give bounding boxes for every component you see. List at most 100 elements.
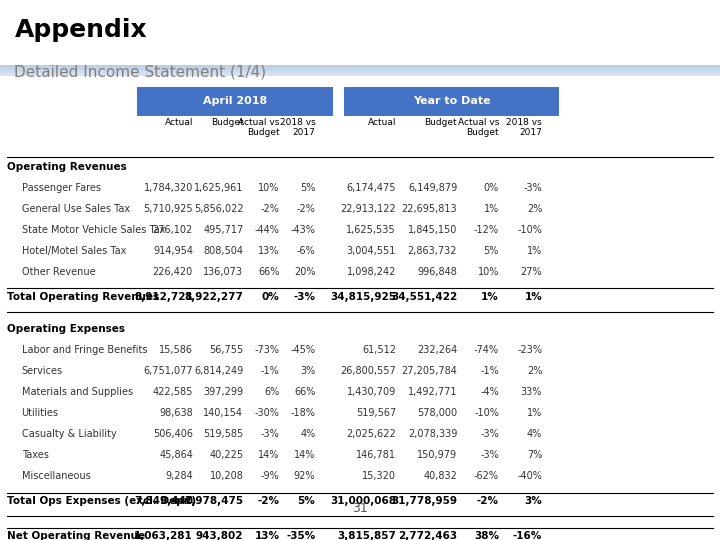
Text: 14%: 14%: [258, 450, 279, 460]
Text: -4%: -4%: [480, 387, 499, 397]
Text: 5%: 5%: [297, 496, 315, 506]
Text: 2,863,732: 2,863,732: [408, 246, 457, 256]
Text: 808,504: 808,504: [203, 246, 243, 256]
Text: 2018 vs
2017: 2018 vs 2017: [279, 118, 315, 137]
Text: 7,849,440: 7,849,440: [134, 496, 193, 506]
Text: Operating Expenses: Operating Expenses: [7, 323, 125, 334]
Text: 6,149,879: 6,149,879: [408, 183, 457, 193]
Bar: [137, 87, 333, 116]
Text: 519,567: 519,567: [356, 408, 396, 418]
Text: 31,000,068: 31,000,068: [330, 496, 396, 506]
Text: -62%: -62%: [474, 471, 499, 481]
Text: 56,755: 56,755: [209, 345, 243, 355]
Text: -2%: -2%: [297, 204, 315, 214]
Text: 1%: 1%: [484, 204, 499, 214]
Text: General Use Sales Tax: General Use Sales Tax: [22, 204, 130, 214]
Text: 422,585: 422,585: [153, 387, 193, 397]
Text: 10%: 10%: [477, 267, 499, 277]
Text: 40,832: 40,832: [423, 471, 457, 481]
Text: -74%: -74%: [474, 345, 499, 355]
Text: 33%: 33%: [521, 387, 542, 397]
Text: Detailed Income Statement (1/4): Detailed Income Statement (1/4): [14, 64, 266, 79]
Text: Materials and Supplies: Materials and Supplies: [22, 387, 132, 397]
Text: 1,063,281: 1,063,281: [134, 531, 193, 540]
Text: Actual: Actual: [164, 118, 193, 127]
Text: -3%: -3%: [480, 450, 499, 460]
Text: 10%: 10%: [258, 183, 279, 193]
Text: 2,078,339: 2,078,339: [408, 429, 457, 439]
Text: 1%: 1%: [524, 292, 542, 301]
Text: 495,717: 495,717: [203, 225, 243, 235]
Text: 3%: 3%: [300, 366, 315, 376]
Text: 2,772,463: 2,772,463: [398, 531, 457, 540]
Text: 150,979: 150,979: [417, 450, 457, 460]
Text: 276,102: 276,102: [153, 225, 193, 235]
Text: 2%: 2%: [527, 366, 542, 376]
Text: 996,848: 996,848: [418, 267, 457, 277]
Text: 1,098,242: 1,098,242: [346, 267, 396, 277]
Text: 0%: 0%: [484, 183, 499, 193]
Text: 27%: 27%: [521, 267, 542, 277]
Text: 61,512: 61,512: [362, 345, 396, 355]
Text: 1,492,771: 1,492,771: [408, 387, 457, 397]
Text: 506,406: 506,406: [153, 429, 193, 439]
Text: -10%: -10%: [474, 408, 499, 418]
Text: 66%: 66%: [258, 267, 279, 277]
Text: Miscellaneous: Miscellaneous: [22, 471, 90, 481]
Text: -1%: -1%: [261, 366, 279, 376]
Text: -35%: -35%: [286, 531, 315, 540]
Text: 6,174,475: 6,174,475: [346, 183, 396, 193]
Text: 2,025,622: 2,025,622: [346, 429, 396, 439]
Text: 7%: 7%: [527, 450, 542, 460]
Text: Year to Date: Year to Date: [413, 96, 490, 106]
Text: 943,802: 943,802: [196, 531, 243, 540]
Text: Other Revenue: Other Revenue: [22, 267, 95, 277]
Text: Casualty & Liability: Casualty & Liability: [22, 429, 117, 439]
Text: 1%: 1%: [527, 246, 542, 256]
Text: 136,073: 136,073: [203, 267, 243, 277]
Text: 26,800,557: 26,800,557: [341, 366, 396, 376]
Text: 4%: 4%: [300, 429, 315, 439]
Text: 10,208: 10,208: [210, 471, 243, 481]
Text: 3,004,551: 3,004,551: [346, 246, 396, 256]
Text: -30%: -30%: [254, 408, 279, 418]
Text: 914,954: 914,954: [153, 246, 193, 256]
Text: -23%: -23%: [517, 345, 542, 355]
Text: -3%: -3%: [293, 292, 315, 301]
Text: 5,856,022: 5,856,022: [194, 204, 243, 214]
Text: 146,781: 146,781: [356, 450, 396, 460]
Text: -45%: -45%: [290, 345, 315, 355]
Text: 8,922,277: 8,922,277: [184, 292, 243, 301]
Text: 13%: 13%: [258, 246, 279, 256]
Text: Appendix: Appendix: [14, 18, 147, 43]
Text: State Motor Vehicle Sales Tax: State Motor Vehicle Sales Tax: [22, 225, 165, 235]
Text: Net Operating Revenue: Net Operating Revenue: [7, 531, 145, 540]
Text: -3%: -3%: [480, 429, 499, 439]
Text: Passenger Fares: Passenger Fares: [22, 183, 101, 193]
Text: 4%: 4%: [527, 429, 542, 439]
Text: 1,784,320: 1,784,320: [143, 183, 193, 193]
Text: Actual vs
Budget: Actual vs Budget: [458, 118, 499, 137]
Text: 98,638: 98,638: [159, 408, 193, 418]
Bar: [344, 87, 559, 116]
Text: -73%: -73%: [254, 345, 279, 355]
Text: Operating Revenues: Operating Revenues: [7, 161, 127, 172]
Text: April 2018: April 2018: [202, 96, 267, 106]
Text: Utilities: Utilities: [22, 408, 58, 418]
Text: 140,154: 140,154: [203, 408, 243, 418]
Text: -2%: -2%: [261, 204, 279, 214]
Text: -10%: -10%: [517, 225, 542, 235]
Text: Actual: Actual: [367, 118, 396, 127]
Text: 1,845,150: 1,845,150: [408, 225, 457, 235]
Text: 15,586: 15,586: [159, 345, 193, 355]
Text: 38%: 38%: [474, 531, 499, 540]
Text: 40,225: 40,225: [210, 450, 243, 460]
Text: 226,420: 226,420: [153, 267, 193, 277]
Text: 27,205,784: 27,205,784: [401, 366, 457, 376]
Text: 3%: 3%: [524, 496, 542, 506]
Text: -9%: -9%: [261, 471, 279, 481]
Text: 578,000: 578,000: [417, 408, 457, 418]
Text: -1%: -1%: [480, 366, 499, 376]
Text: 92%: 92%: [294, 471, 315, 481]
Text: Budget: Budget: [211, 118, 243, 127]
